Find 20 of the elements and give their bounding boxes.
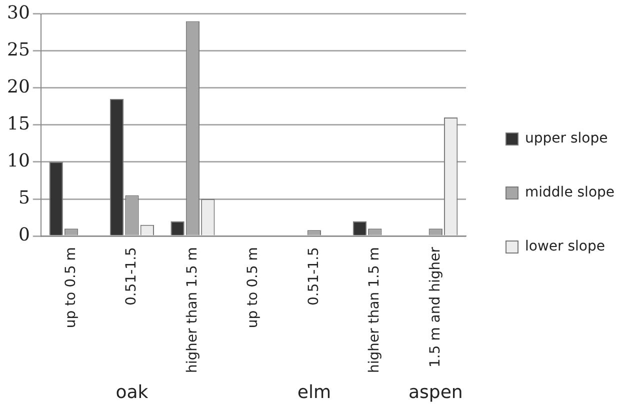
- x-tick-label: up to 0.5 m: [245, 247, 262, 328]
- y-tick-label: 30: [7, 2, 30, 24]
- x-tick-label: 0.51-1.5: [124, 247, 140, 306]
- x-tick-label: higher than 1.5 m: [184, 247, 200, 374]
- y-tick-label: 5: [18, 188, 30, 209]
- legend-label: upper slope: [525, 130, 608, 147]
- text: aspen: [408, 382, 463, 403]
- y-tick-label: 15: [7, 114, 30, 135]
- legend-label: lower slope: [525, 238, 605, 255]
- x-tick-label: higher than 1.5 m: [366, 247, 383, 374]
- legend-label: middle slope: [525, 184, 615, 201]
- y-tick-label: 0: [18, 224, 30, 246]
- x-tick-label: 1.5 m and higher: [427, 246, 444, 368]
- y-tick-label: 10: [7, 150, 30, 172]
- text: oak: [116, 382, 149, 403]
- y-tick-label: 20: [7, 76, 30, 98]
- text: elm: [297, 382, 331, 403]
- x-tick-label: up to 0.5 m: [62, 247, 79, 328]
- x-tick-label: 0.51-1.5: [306, 247, 322, 306]
- y-tick-label: 25: [7, 40, 30, 61]
